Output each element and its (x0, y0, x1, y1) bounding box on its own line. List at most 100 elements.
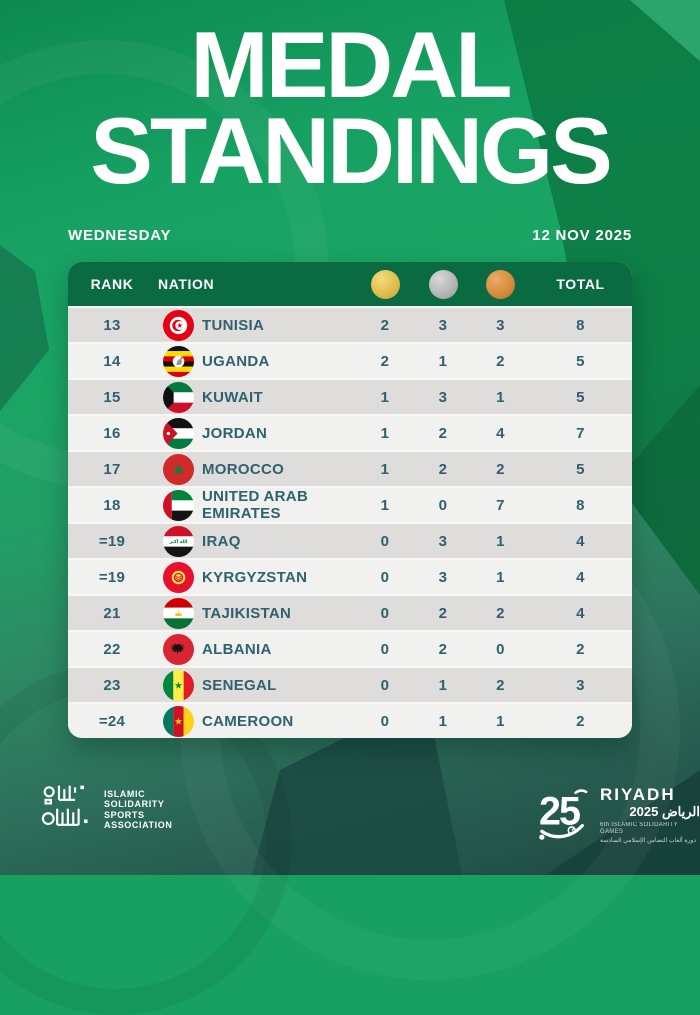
total-count: 4 (576, 532, 585, 550)
total-count: 3 (576, 676, 585, 694)
nation-name: TUNISIA (202, 316, 265, 334)
page-title: MEDAL STANDINGS (0, 18, 700, 203)
rank-value: 23 (103, 676, 121, 694)
gold-count: 0 (380, 568, 390, 586)
rank-value: 18 (103, 496, 121, 514)
gold-count: 0 (380, 640, 390, 658)
table-row: 18 UNITED ARAB EMIRATES 1 0 7 8 (68, 486, 632, 522)
nation-name: UGANDA (202, 352, 270, 370)
table-row: 17 MOROCCO 1 2 2 5 (68, 450, 632, 486)
bronze-count: 1 (496, 712, 505, 730)
issa-text-line: SOLIDARITY (104, 799, 165, 809)
total-count: 8 (576, 316, 585, 334)
issa-text-line: ISLAMIC (104, 788, 146, 799)
dateline: WEDNESDAY 12 NOV 2025 (68, 227, 632, 244)
issa-logo: ISLAMIC SOLIDARITY SPORTS ASSOCIATION (40, 782, 172, 837)
silver-count: 3 (438, 568, 448, 586)
silver-medal-icon (428, 269, 458, 299)
bronze-medal-icon (486, 269, 515, 299)
gold-count: 2 (380, 352, 390, 370)
table-row: 14 UGANDA 2 1 2 5 (68, 342, 632, 378)
gold-count: 1 (380, 496, 390, 514)
riyadh-tagline: 6th ISLAMIC SOLIDARITY GAMES (600, 822, 678, 835)
table-row: 15 KUWAIT 1 3 1 5 (68, 378, 632, 414)
bronze-count: 2 (496, 604, 505, 622)
silver-count: 3 (438, 316, 448, 334)
nation-name: KUWAIT (202, 388, 263, 406)
silver-count: 2 (438, 424, 448, 442)
rank-value: 21 (103, 604, 121, 622)
total-count: 4 (576, 568, 585, 586)
table-row: =19 KYRGYZSTAN 0 3 1 4 (68, 558, 632, 594)
date-label: 12 NOV 2025 (532, 227, 632, 244)
gold-medal-icon (370, 269, 400, 299)
total-count: 4 (576, 604, 585, 622)
silver-count: 1 (438, 712, 448, 730)
rank-value: 22 (103, 640, 121, 658)
rank-value: =24 (98, 712, 126, 730)
table-row: =19 الله أكبر IRAQ 0 3 1 4 (68, 522, 632, 558)
gold-count: 1 (380, 424, 390, 442)
gold-count: 1 (380, 460, 390, 478)
medal-standings-table: RANK NATION TOTAL 13 TUNISIA 2 3 3 8 14 … (68, 262, 632, 738)
flag-uganda-icon (162, 345, 194, 377)
nation-name: IRAQ (202, 532, 241, 550)
silver-count: 2 (438, 604, 448, 622)
silver-count: 3 (438, 532, 448, 550)
nation-name: CAMEROON (202, 712, 294, 730)
rank-column-header: RANK (90, 276, 134, 292)
riyadh-tagline-arabic: دورة ألعاب التضامن الإسلامي السادسة (600, 838, 696, 844)
table-row: 13 TUNISIA 2 3 3 8 (68, 306, 632, 342)
silver-count: 1 (438, 676, 448, 694)
total-count: 7 (576, 424, 585, 442)
title-line-2: STANDINGS (90, 98, 613, 203)
table-row: 22 ALBANIA 0 2 0 2 (68, 630, 632, 666)
bronze-count: 2 (496, 352, 505, 370)
issa-logo-mark-icon (40, 782, 94, 837)
flag-morocco-icon (162, 453, 194, 485)
bronze-count: 0 (496, 640, 505, 658)
silver-count: 3 (438, 388, 448, 406)
bronze-count: 2 (496, 460, 505, 478)
bronze-count: 2 (496, 676, 505, 694)
flag-kyrgyzstan-icon (162, 561, 194, 593)
bronze-count: 1 (496, 388, 505, 406)
nation-column-header: NATION (158, 276, 215, 292)
total-count: 2 (576, 712, 585, 730)
riyadh-25-mark-icon: 25 (538, 786, 592, 847)
nation-name: UNITED ARAB EMIRATES (202, 488, 309, 522)
gold-count: 2 (380, 316, 390, 334)
rank-value: 17 (103, 460, 121, 478)
bronze-count: 4 (496, 424, 505, 442)
riyadh-year: 2025 (629, 804, 659, 819)
flag-senegal-icon (162, 669, 194, 701)
riyadh-2025-logo: 25 RIYADH الرياض 2025 6th ISLAMIC SOLIDA… (538, 786, 700, 847)
total-count: 5 (576, 352, 585, 370)
table-row: 16 JORDAN 1 2 4 7 (68, 414, 632, 450)
gold-count: 0 (380, 604, 390, 622)
riyadh-arabic-name: الرياض (661, 804, 700, 819)
silver-count: 0 (438, 496, 448, 514)
rank-value: =19 (98, 532, 126, 550)
bronze-count: 7 (496, 496, 505, 514)
rank-value: 15 (103, 388, 121, 406)
nation-name: MOROCCO (202, 460, 285, 478)
nation-name: TAJIKISTAN (202, 604, 292, 622)
total-count: 5 (576, 388, 585, 406)
rank-value: =19 (98, 568, 126, 586)
flag-kuwait-icon (162, 381, 194, 413)
flag-tunisia-icon (162, 309, 194, 341)
silver-count: 1 (438, 352, 448, 370)
flag-tajikistan-icon (162, 597, 194, 629)
table-row: 21 TAJIKISTAN 0 2 2 4 (68, 594, 632, 630)
gold-count: 0 (380, 532, 390, 550)
flag-albania-icon (162, 633, 194, 665)
table-header-row: RANK NATION TOTAL (68, 262, 632, 306)
day-label: WEDNESDAY (68, 227, 172, 244)
total-count: 8 (576, 496, 585, 514)
svg-text:25: 25 (539, 790, 580, 834)
nation-name: ALBANIA (202, 640, 272, 658)
riyadh-wordmark: RIYADH (600, 785, 676, 804)
total-column-header: TOTAL (556, 276, 605, 292)
